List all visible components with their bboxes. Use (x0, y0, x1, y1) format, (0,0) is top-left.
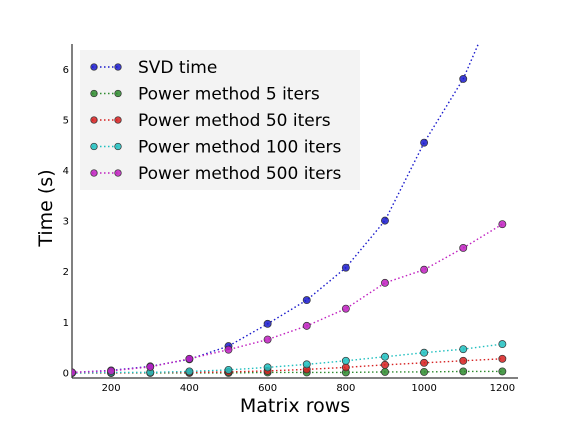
data-point (302, 360, 311, 369)
data-point (263, 363, 272, 372)
data-point (302, 296, 311, 305)
y-tick-label: 4 (63, 166, 69, 177)
legend-marker (90, 116, 98, 124)
legend-item: SVD time (90, 58, 217, 78)
data-point (341, 356, 350, 365)
data-point (459, 74, 468, 83)
data-point (224, 345, 233, 354)
legend-label: Power method 500 iters (138, 164, 342, 184)
data-point (498, 354, 507, 363)
data-point (72, 368, 76, 377)
data-point (185, 367, 194, 376)
legend-item: Power method 50 iters (90, 111, 331, 131)
x-tick-label: 200 (102, 383, 121, 394)
data-point (107, 366, 116, 375)
legend-item: Power method 5 iters (90, 85, 320, 105)
legend-label: Power method 100 iters (138, 138, 342, 158)
data-point (459, 345, 468, 354)
data-point (185, 354, 194, 363)
data-point (420, 138, 429, 147)
series-line (72, 358, 503, 374)
legend-box (80, 50, 360, 190)
data-point (381, 352, 389, 361)
legend-label: Power method 5 iters (138, 85, 320, 105)
y-tick-label: 5 (63, 115, 69, 126)
data-point (263, 319, 272, 328)
data-point (498, 220, 507, 229)
legend-marker (90, 63, 98, 71)
legend-marker (90, 89, 98, 98)
y-tick-label: 6 (63, 65, 69, 76)
tick-labels: 200 400 600 800 1000 1200 0 1 2 3 4 5 6 (63, 65, 515, 394)
data-point (459, 356, 468, 365)
data-point (381, 360, 389, 369)
series-1 (72, 367, 507, 377)
series-line (72, 223, 503, 374)
legend-marker (114, 142, 122, 151)
legend-marker (114, 89, 122, 98)
x-tick-label: 400 (180, 383, 199, 394)
legend-item: Power method 100 iters (90, 138, 342, 158)
data-point (302, 321, 311, 330)
data-point (381, 216, 389, 225)
data-point (420, 265, 429, 274)
data-point (146, 362, 155, 371)
y-axis-label: Time (s) (35, 169, 57, 247)
data-point (459, 243, 468, 252)
legend-marker (90, 142, 98, 151)
legend-label: Power method 50 iters (138, 111, 331, 131)
legend: SVD time Power method 5 iters Power method… (80, 50, 360, 190)
legend-marker (90, 169, 98, 177)
data-point (341, 263, 350, 272)
data-point (381, 278, 389, 287)
y-tick-label: 3 (63, 217, 69, 228)
data-point (224, 365, 233, 374)
data-point (341, 363, 350, 372)
data-point (263, 335, 272, 344)
x-tick-label: 1200 (490, 383, 515, 394)
series-layer (72, 44, 507, 377)
legend-item: Power method 500 iters (90, 164, 342, 184)
series-2 (72, 354, 507, 377)
y-tick-label: 0 (63, 368, 69, 379)
data-point (381, 367, 389, 376)
data-point (498, 340, 507, 349)
y-tick-label: 2 (63, 267, 69, 278)
legend-marker (114, 169, 122, 177)
data-point (459, 367, 468, 376)
series-4 (72, 220, 507, 377)
data-point (420, 367, 429, 376)
y-tick-label: 1 (63, 318, 69, 329)
x-tick-label: 800 (336, 383, 355, 394)
data-point (420, 348, 429, 357)
axes (71, 44, 518, 379)
x-tick-label: 1000 (411, 383, 436, 394)
legend-marker (114, 116, 122, 124)
legend-label: SVD time (138, 58, 217, 78)
x-tick-label: 600 (258, 383, 277, 394)
data-point (341, 304, 350, 313)
x-axis-label: Matrix rows (240, 395, 350, 417)
legend-marker (114, 63, 122, 71)
data-point (498, 367, 507, 376)
data-point (420, 358, 429, 367)
